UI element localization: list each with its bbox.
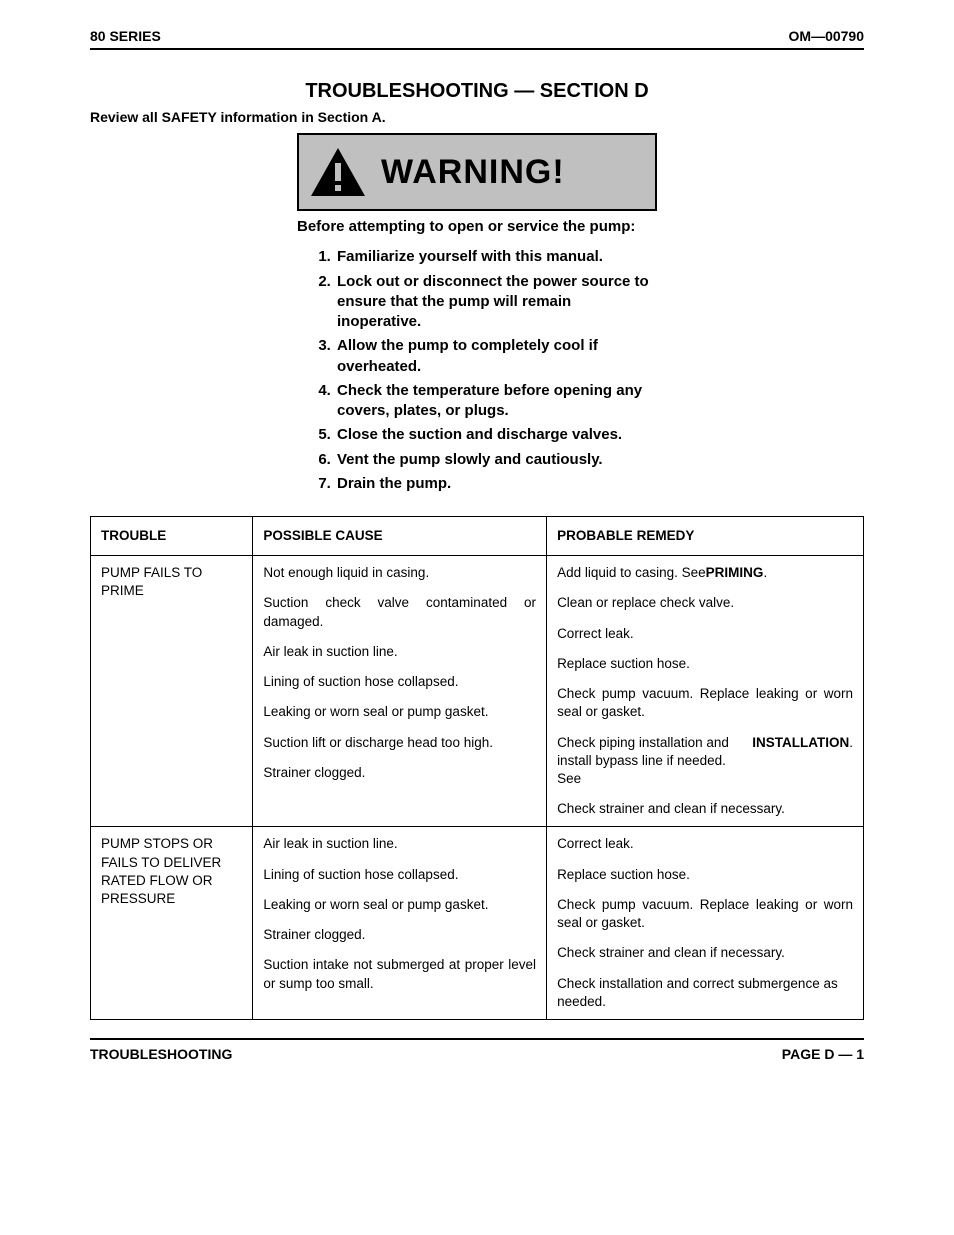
warning-item-1: Familiarize yourself with this manual. (335, 247, 657, 267)
page-footer: TROUBLESHOOTING PAGE D — 1 (90, 1046, 864, 1062)
cause-text: Strainer clogged. (263, 764, 536, 782)
warning-intro: Before attempting to open or service the… (297, 217, 657, 237)
col-header-remedy: PROBABLE REMEDY (547, 517, 864, 556)
warning-list: Familiarize yourself with this manual. Lo… (297, 247, 657, 494)
remedy-cell: Correct leak. Replace suction hose. Check … (547, 827, 864, 1020)
footer-right: PAGE D — 1 (782, 1046, 864, 1062)
warning-block: WARNING! Before attempting to open or se… (297, 133, 657, 494)
remedy-text: Check pump vacuum. Replace leaking or wo… (557, 685, 853, 721)
section-title: TROUBLESHOOTING — SECTION D (90, 80, 864, 103)
table-row: PUMP STOPS OR FAILS TO DELIVER RATED FLO… (91, 827, 864, 1020)
remedy-text: Correct leak. (557, 835, 853, 853)
header-right: OM—00790 (789, 28, 864, 44)
warning-item-3: Allow the pump to completely cool if ove… (335, 336, 657, 377)
remedy-cell: Add liquid to casing. See PRIMING. Clean … (547, 556, 864, 827)
remedy-text: Check piping installation and install by… (557, 734, 853, 789)
warning-triangle-icon (309, 146, 367, 198)
cause-text: Lining of suction hose collapsed. (263, 673, 536, 691)
cause-text: Suction lift or discharge head too high. (263, 734, 536, 752)
troubleshoot-table: TROUBLE POSSIBLE CAUSE PROBABLE REMEDY P… (90, 516, 864, 1020)
cause-text: Leaking or worn seal or pump gasket. (263, 703, 536, 721)
cause-text: Lining of suction hose collapsed. (263, 866, 536, 884)
cause-cell: Air leak in suction line. Lining of sucti… (253, 827, 547, 1020)
remedy-text: Check pump vacuum. Replace leaking or wo… (557, 896, 853, 932)
remedy-text: Check installation and correct submergen… (557, 975, 853, 1011)
remedy-text: Correct leak. (557, 625, 853, 643)
remedy-text: Clean or replace check valve. (557, 594, 853, 612)
cause-text: Air leak in suction line. (263, 835, 536, 853)
page-header: 80 SERIES OM—00790 (90, 28, 864, 44)
table-body: PUMP FAILS TO PRIMENot enough liquid in … (91, 556, 864, 1020)
remedy-text: Replace suction hose. (557, 655, 853, 673)
remedy-text: Add liquid to casing. See PRIMING. (557, 564, 853, 582)
cause-text: Not enough liquid in casing. (263, 564, 536, 582)
footer-rule (90, 1038, 864, 1040)
col-header-trouble: TROUBLE (91, 517, 253, 556)
cause-text: Suction intake not submerged at proper l… (263, 956, 536, 992)
trouble-cell: PUMP STOPS OR FAILS TO DELIVER RATED FLO… (91, 827, 253, 1020)
cause-text: Air leak in suction line. (263, 643, 536, 661)
warning-item-6: Vent the pump slowly and cautiously. (335, 450, 657, 470)
cause-text: Leaking or worn seal or pump gasket. (263, 896, 536, 914)
remedy-text: Check strainer and clean if necessary. (557, 800, 853, 818)
cause-text: Strainer clogged. (263, 926, 536, 944)
footer-left: TROUBLESHOOTING (90, 1046, 232, 1062)
table-row: PUMP FAILS TO PRIMENot enough liquid in … (91, 556, 864, 827)
warning-item-2: Lock out or disconnect the power source … (335, 272, 657, 333)
cause-text: Suction check valve contaminated or dama… (263, 594, 536, 630)
remedy-text: Replace suction hose. (557, 866, 853, 884)
warning-item-5: Close the suction and discharge valves. (335, 425, 657, 445)
col-header-cause: POSSIBLE CAUSE (253, 517, 547, 556)
warning-item-7: Drain the pump. (335, 474, 657, 494)
table-header-row: TROUBLE POSSIBLE CAUSE PROBABLE REMEDY (91, 517, 864, 556)
header-rule (90, 48, 864, 50)
remedy-text: Check strainer and clean if necessary. (557, 944, 853, 962)
warning-label: WARNING! (381, 153, 565, 192)
header-left: 80 SERIES (90, 28, 161, 44)
warning-item-4: Check the temperature before opening any… (335, 381, 657, 422)
review-safety-line: Review all SAFETY information in Section… (90, 109, 864, 125)
warning-box: WARNING! (297, 133, 657, 211)
trouble-cell: PUMP FAILS TO PRIME (91, 556, 253, 827)
cause-cell: Not enough liquid in casing. Suction chec… (253, 556, 547, 827)
page: 80 SERIES OM—00790 TROUBLESHOOTING — SEC… (0, 0, 954, 1090)
